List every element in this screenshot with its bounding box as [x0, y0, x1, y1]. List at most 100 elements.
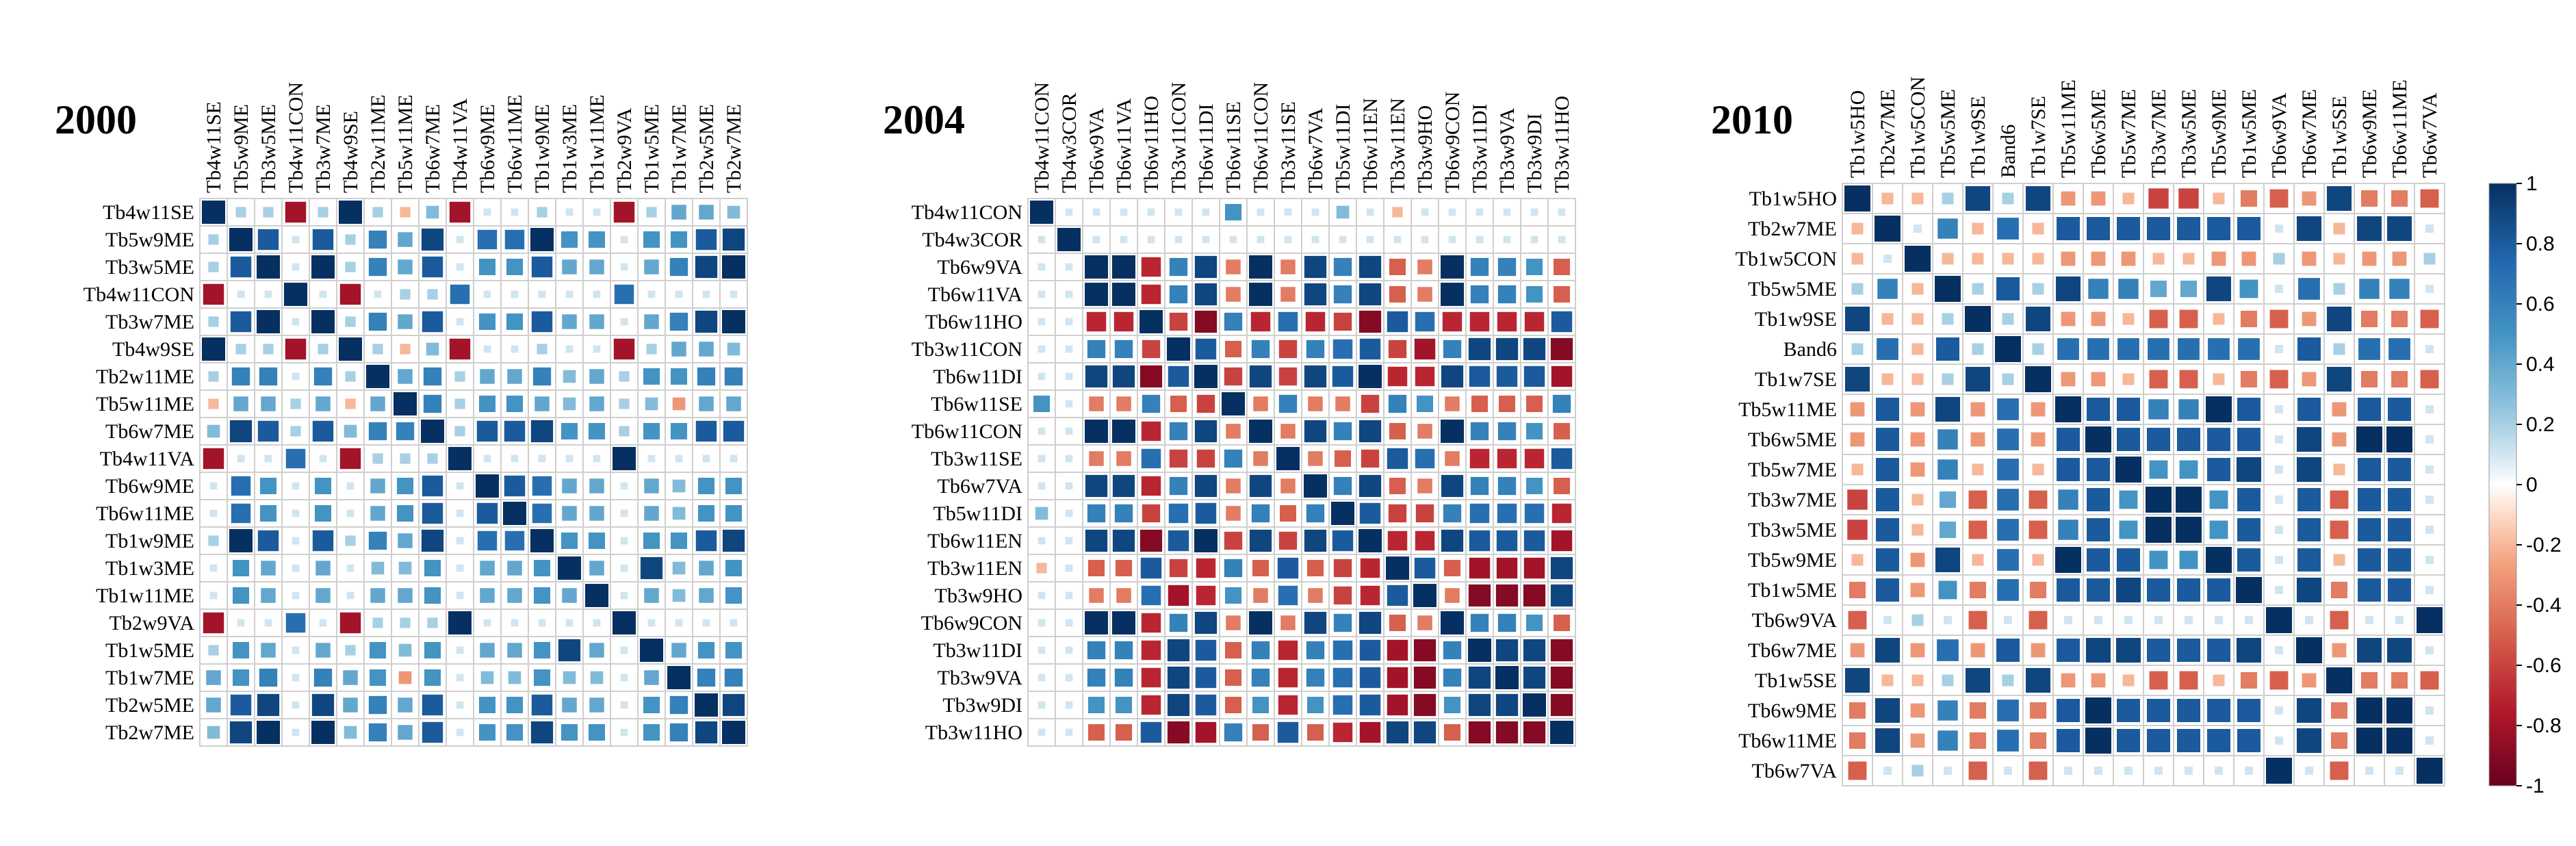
heatmap-square	[1278, 667, 1298, 688]
heatmap-square	[1195, 338, 1217, 360]
heatmap-square	[558, 639, 581, 662]
heatmap-square	[1910, 402, 1925, 417]
heatmap-square	[2240, 310, 2258, 328]
heatmap-square	[1911, 614, 1924, 626]
heatmap-square	[422, 502, 443, 524]
heatmap-square	[727, 342, 740, 356]
heatmap-square	[640, 639, 663, 662]
heatmap-square	[2025, 667, 2051, 693]
heatmap-square	[538, 290, 546, 298]
heatmap-square	[368, 422, 387, 441]
heatmap-square	[339, 283, 361, 305]
heatmap-square	[1441, 474, 1464, 498]
heatmap-square	[398, 588, 413, 603]
heatmap-square	[456, 646, 464, 654]
heatmap-square	[480, 643, 495, 658]
heatmap-square	[699, 396, 714, 411]
heatmap-square	[2214, 766, 2224, 776]
heatmap-square	[672, 507, 686, 520]
heatmap-square	[2326, 667, 2352, 693]
heatmap-square	[1115, 723, 1133, 741]
row-label: Tb2w7ME	[105, 721, 194, 744]
heatmap-square	[292, 646, 300, 654]
heatmap-square	[506, 696, 524, 714]
heatmap-square	[1550, 556, 1573, 580]
heatmap-square	[2425, 585, 2434, 595]
heatmap-square	[232, 669, 250, 687]
heatmap-square	[2359, 279, 2380, 299]
row-label: Tb4w3COR	[922, 229, 1022, 251]
heatmap-square	[1253, 588, 1268, 603]
heatmap-square	[1087, 696, 1105, 714]
heatmap-square	[1087, 339, 1106, 359]
row-label: Tb4w9SE	[112, 338, 194, 361]
heatmap-square	[2058, 520, 2078, 540]
heatmap-square	[1937, 700, 1958, 721]
heatmap-square	[483, 454, 491, 463]
row-label: Tb1w9ME	[105, 530, 194, 552]
heatmap-square	[2207, 699, 2230, 722]
heatmap-square	[2208, 338, 2230, 360]
heatmap-square	[614, 284, 634, 305]
heatmap-square	[670, 368, 688, 385]
heatmap-square	[2184, 615, 2193, 625]
heatmap-square	[2147, 729, 2170, 752]
heatmap-square	[1883, 615, 1892, 625]
heatmap-square	[2147, 428, 2170, 451]
heatmap-square	[398, 533, 413, 548]
column-label: Tb6w7VA	[1304, 107, 1327, 193]
heatmap-square	[1523, 584, 1546, 607]
heatmap-square	[285, 448, 306, 469]
heatmap-square	[319, 290, 327, 298]
heatmap-square	[231, 503, 251, 524]
heatmap-square	[1112, 255, 1135, 279]
heatmap-square	[2237, 729, 2261, 752]
heatmap-square	[2391, 310, 2408, 328]
heatmap-square	[2057, 338, 2079, 360]
heatmap-square	[1942, 192, 1954, 205]
heatmap-square	[1169, 312, 1188, 331]
heatmap-square	[264, 619, 272, 627]
heatmap-square	[1911, 192, 1924, 205]
heatmap-square	[2087, 398, 2110, 421]
heatmap-square	[1881, 373, 1894, 385]
heatmap-square	[538, 454, 546, 463]
heatmap-square	[1445, 588, 1460, 603]
heatmap-square	[1969, 581, 1987, 599]
heatmap-square	[292, 372, 300, 381]
heatmap-square	[1417, 478, 1432, 494]
heatmap-square	[2179, 671, 2198, 690]
heatmap-square	[1849, 732, 1866, 749]
row-label: Tb3w5ME	[1748, 519, 1837, 541]
heatmap-square	[1332, 722, 1353, 743]
heatmap-square	[2274, 525, 2284, 535]
heatmap-square	[1195, 502, 1217, 524]
heatmap-square	[1224, 203, 1242, 221]
heatmap-square	[1038, 591, 1046, 600]
heatmap-square	[1468, 693, 1491, 717]
heatmap-square	[533, 587, 551, 604]
heatmap-square	[345, 398, 356, 409]
row-label: Tb5w11DI	[933, 502, 1022, 525]
heatmap-square	[1195, 639, 1217, 661]
heatmap-square	[2148, 338, 2169, 360]
heatmap-square	[1361, 449, 1380, 468]
heatmap-square	[2085, 728, 2111, 754]
heatmap-square	[1065, 564, 1073, 572]
heatmap-square	[1194, 365, 1218, 388]
heatmap-square	[697, 367, 716, 386]
heatmap-square	[2237, 699, 2261, 722]
heatmap-square	[2236, 577, 2262, 603]
colorbar-tick-label: 0.4	[2526, 353, 2555, 376]
row-label: Tb3w11DI	[933, 639, 1022, 662]
heatmap-square	[1911, 343, 1924, 355]
column-label: Tb6w9CON	[1441, 92, 1464, 193]
heatmap-square	[1415, 311, 1435, 332]
heatmap-square	[593, 454, 601, 463]
heatmap-square	[318, 344, 329, 355]
heatmap-square	[2296, 457, 2322, 483]
heatmap-square	[257, 420, 279, 442]
heatmap-square	[478, 258, 496, 276]
heatmap-square	[2425, 344, 2434, 354]
heatmap-square	[1476, 235, 1484, 244]
